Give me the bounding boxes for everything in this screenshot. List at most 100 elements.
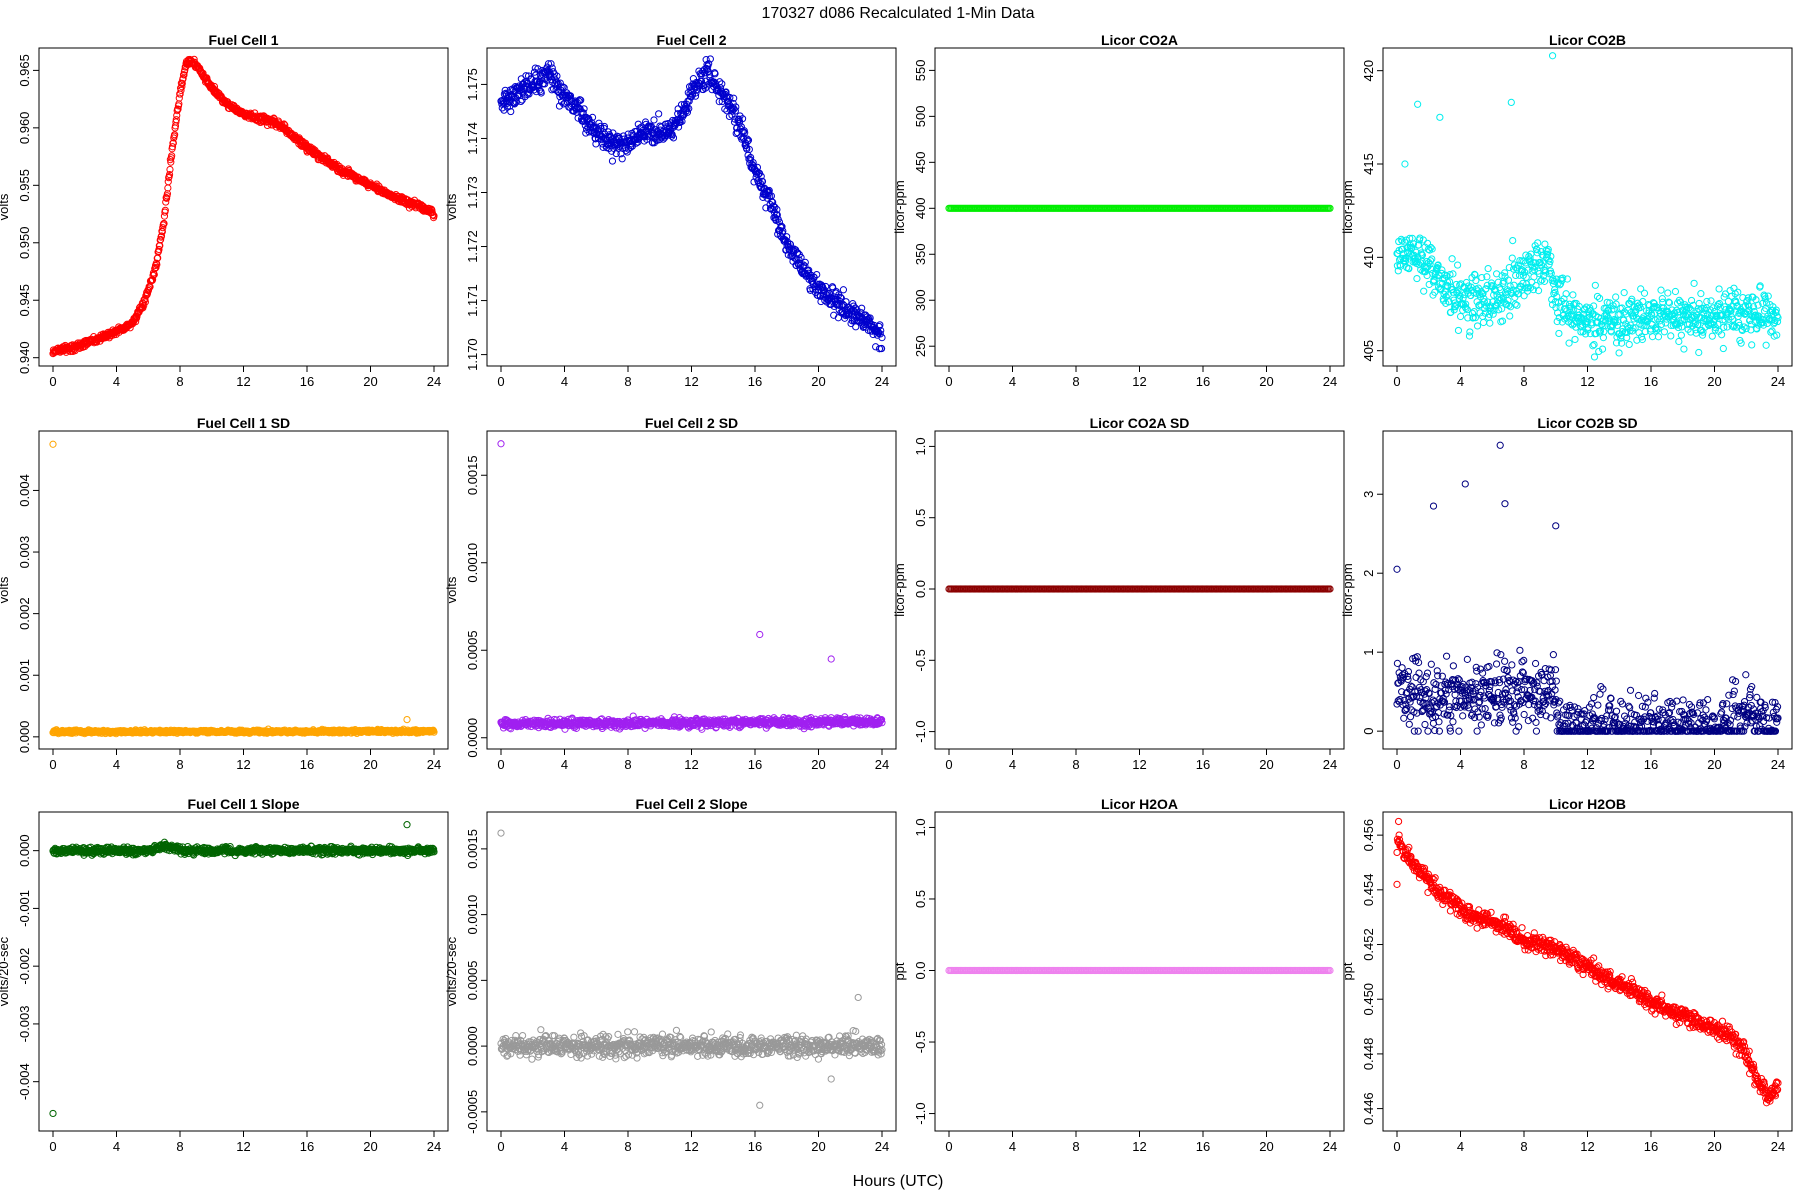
data-point: [1456, 312, 1465, 321]
y-axis-label: licor-ppm: [892, 180, 907, 233]
x-axis: 0 4 8 12 16 20 24: [497, 366, 889, 389]
y-tick-label: 405: [1361, 340, 1376, 362]
y-tick-label: 415: [1361, 153, 1376, 175]
y-axis-label: volts: [0, 193, 11, 220]
x-axis: 0 4 8 12 16 20 24: [49, 749, 441, 772]
data-point: [175, 94, 183, 102]
plot-frame: [38, 47, 449, 367]
data-point: [178, 79, 186, 88]
data-point: [161, 206, 169, 214]
data-point: [1555, 329, 1563, 338]
data-point: [141, 295, 149, 303]
data-point: [1420, 287, 1428, 295]
data-point: [149, 271, 157, 279]
data-point: [1599, 334, 1607, 342]
data-point: [1667, 332, 1675, 340]
y-tick-label: 0.940: [17, 341, 32, 374]
x-tick-label: 12: [236, 757, 250, 772]
x-tick-label: 24: [875, 757, 889, 772]
x-tick-label: 0: [497, 757, 504, 772]
data-point: [1615, 349, 1623, 357]
data-point: [177, 86, 185, 94]
data-point: [1648, 333, 1657, 341]
data-point: [1413, 274, 1421, 283]
plot-frame: [38, 430, 449, 750]
data-point: [164, 178, 172, 186]
x-axis: 0 4 8 12 16 20 24: [945, 366, 1337, 389]
data-point: [1715, 285, 1723, 293]
data-point: [1671, 287, 1680, 296]
data-point: [1719, 344, 1727, 353]
panel-title: Licor CO2A: [1101, 32, 1178, 48]
x-tick-label: 20: [811, 757, 825, 772]
data-point: [1660, 328, 1669, 336]
data-point: [1625, 340, 1633, 349]
y-tick-label: 1.175: [465, 68, 480, 101]
data-point: [159, 224, 167, 232]
x-axis: 0 4 8 12 16 20 24: [49, 366, 441, 389]
x-tick-label: 16: [1644, 374, 1658, 389]
y-tick-label: 0.0015: [465, 455, 480, 495]
x-tick-label: 20: [363, 757, 377, 772]
panel-title: Licor CO2B: [1549, 32, 1626, 48]
panel-title: Fuel Cell 1: [208, 32, 278, 48]
data-point: [166, 165, 174, 174]
y-tick-label: 300: [913, 289, 928, 311]
data-point: [168, 152, 176, 160]
data-point: [1680, 345, 1688, 353]
data-point: [1591, 281, 1599, 289]
y-tick-label: 0.002: [17, 597, 32, 630]
y-tick-label: 0.0010: [465, 543, 480, 583]
y-tick-label: 0.950: [17, 227, 32, 260]
data-point: [169, 139, 177, 147]
data-point: [1675, 337, 1683, 346]
series-points: [497, 440, 886, 733]
y-axis-label: volts: [444, 576, 459, 603]
x-tick-label: 8: [1520, 374, 1527, 389]
y-tick-label: 350: [913, 243, 928, 265]
outlier-point: [403, 715, 411, 724]
x-tick-label: 20: [811, 374, 825, 389]
data-point: [1654, 333, 1663, 341]
data-point: [1690, 279, 1698, 287]
data-point: [1479, 318, 1488, 327]
y-tick-label: 1.171: [465, 284, 480, 317]
x-tick-label: 12: [684, 757, 698, 772]
x-tick-label: 12: [236, 374, 250, 389]
data-point: [1748, 341, 1756, 349]
data-point: [1708, 332, 1716, 340]
x-tick-label: 16: [300, 374, 314, 389]
data-point: [1664, 289, 1672, 297]
y-tick-label: 500: [913, 106, 928, 128]
y-tick-label: 550: [913, 60, 928, 82]
series-points: [497, 55, 886, 353]
y-tick-label: 1.170: [465, 338, 480, 371]
data-point: [133, 313, 141, 321]
x-tick-label: 16: [748, 757, 762, 772]
x-tick-label: 8: [1072, 374, 1079, 389]
x-tick-label: 16: [300, 757, 314, 772]
x-tick-label: 0: [1393, 374, 1400, 389]
data-point: [1473, 322, 1482, 330]
x-tick-label: 12: [1132, 374, 1146, 389]
data-point: [839, 286, 848, 294]
data-point: [1484, 264, 1492, 273]
y-tick-label: 0.000: [17, 721, 32, 754]
x-tick-label: 4: [113, 757, 120, 772]
data-point: [1454, 326, 1463, 335]
outlier-point: [1507, 98, 1515, 107]
data-point: [1695, 348, 1703, 357]
plot-frame: [486, 430, 897, 750]
x-axis: 0 4 8 12 16 20 24: [497, 749, 889, 772]
data-point: [1677, 331, 1685, 339]
x-tick-label: 8: [176, 374, 183, 389]
panel-title: Fuel Cell 2 SD: [645, 415, 738, 431]
